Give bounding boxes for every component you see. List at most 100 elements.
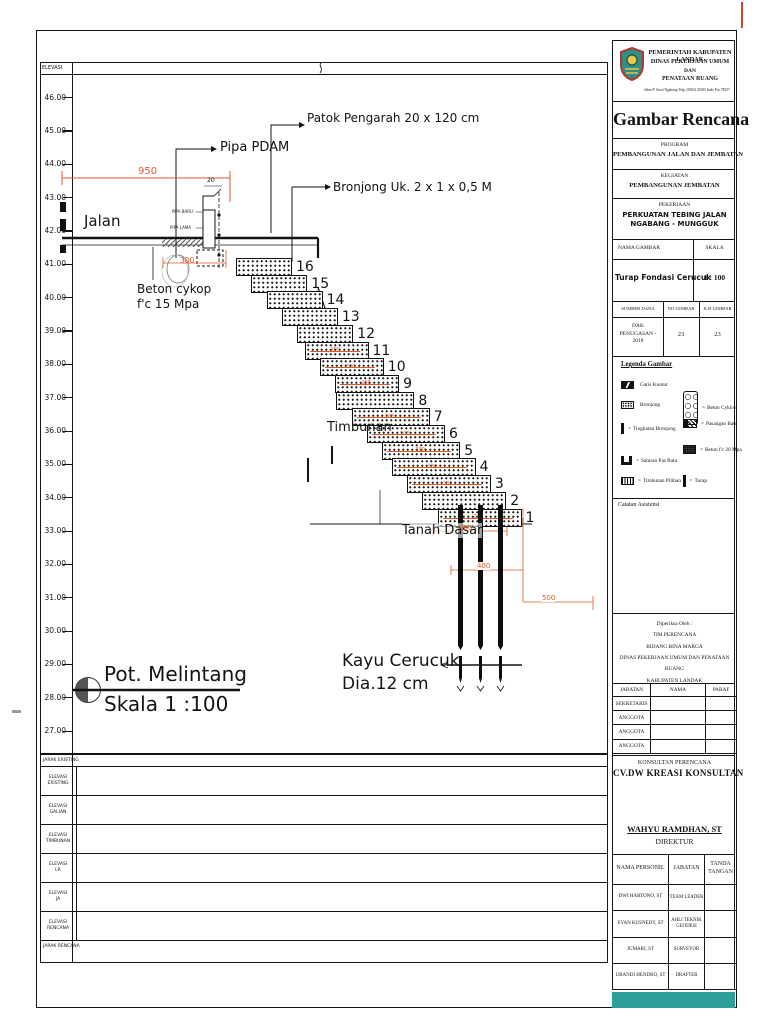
page-edge-mark bbox=[741, 2, 743, 28]
timbunan-label: Timbunan bbox=[327, 420, 392, 435]
elevation-value: 46.00 bbox=[44, 92, 66, 102]
jabatan-row: ANGGOTA bbox=[613, 711, 736, 726]
nama-cell bbox=[651, 697, 706, 711]
kegiatan-value: PEMBANGUNAN JEMBATAN bbox=[629, 182, 720, 189]
elevation-tick bbox=[63, 497, 72, 499]
personel-ttd-cell bbox=[705, 938, 736, 963]
elevation-tick bbox=[63, 397, 72, 399]
gabion-box bbox=[251, 274, 308, 293]
personel-table: NAMA PERSONIL JABATAN TANDA TANGAN DWI HART… bbox=[613, 854, 736, 991]
legend-label: Turap bbox=[694, 478, 707, 484]
personel-row: JUMARI, ST SURVEYOR bbox=[613, 937, 736, 964]
sumber-dana-label: SUMBER DANA bbox=[621, 306, 655, 311]
elevation-tick bbox=[63, 297, 72, 299]
paraf-cell bbox=[706, 711, 736, 724]
data-row-label: ELEVASI LR bbox=[40, 854, 77, 882]
legend-label: Garis Kontur bbox=[640, 382, 668, 388]
legend-item-pasangan: = Pasangan Batu bbox=[683, 419, 737, 428]
data-row: ELEVASI EXISTING bbox=[40, 767, 608, 796]
personel-ttd-cell bbox=[705, 885, 736, 910]
data-row-cell bbox=[77, 825, 608, 853]
elevation-axis-title: ELEVASI bbox=[42, 65, 63, 71]
legend-label: Timbunan Pilihan bbox=[643, 478, 681, 484]
nama-cell bbox=[651, 725, 706, 739]
gabion-number: 9 bbox=[403, 375, 413, 392]
elevation-value: 37.00 bbox=[44, 392, 66, 402]
personel-name-cell: URANDI HENDRO, ST bbox=[613, 963, 669, 990]
gabion-number: 14 bbox=[326, 292, 345, 309]
data-row: ELEVASI GALIAN bbox=[40, 796, 608, 825]
gabion-dim-line bbox=[324, 367, 375, 369]
dim-500: 500 bbox=[542, 594, 556, 602]
direktur-title: DIREKTUR bbox=[655, 837, 694, 846]
catatan-label: Catatan Asistensi bbox=[618, 502, 660, 508]
legend-title: Legenda Gambar bbox=[621, 361, 673, 368]
jabatan-cell: ANGGOTA bbox=[613, 725, 651, 739]
gabion-box bbox=[297, 324, 354, 343]
gabion-box bbox=[422, 491, 507, 510]
program-value: PEMBANGUNAN JALAN DAN JEMBATAN bbox=[613, 151, 743, 158]
gabion-dim-line bbox=[356, 417, 421, 419]
centerline-mark bbox=[319, 62, 322, 74]
elevation-axis-line bbox=[72, 62, 73, 963]
pekerjaan-label: PEKERJAAN bbox=[658, 202, 691, 208]
drawing-top-band bbox=[40, 62, 608, 75]
personel-ttd-cell bbox=[705, 964, 736, 989]
personel-name-cell: EVAN KUSNEDY, ST bbox=[613, 911, 669, 937]
sheet-border bbox=[36, 30, 737, 1008]
data-row: ELEVASI LR bbox=[40, 854, 608, 883]
gabion-number: 4 bbox=[479, 459, 489, 476]
elevation-value: 36.00 bbox=[44, 426, 66, 435]
bronjong-size-label: Bronjong Uk. 2 x 1 x 0,5 M bbox=[333, 180, 492, 194]
elevation-value: 41.00 bbox=[44, 259, 66, 269]
jabatan-header-cell: JABATAN bbox=[613, 683, 651, 696]
gabion-number: 7 bbox=[433, 409, 443, 426]
elevation-value: 27.00 bbox=[44, 726, 66, 736]
road-level-marker bbox=[60, 245, 66, 253]
no-lembar-label: NO LEMBAR bbox=[667, 306, 695, 311]
elevation-tick bbox=[63, 330, 72, 332]
diperiksa-line: DINAS PEKERJAAN UMUM DAN PENATAAN RUANG bbox=[619, 655, 730, 673]
nama-gambar-value: Turap Fondasi Cerucuk bbox=[615, 273, 712, 282]
skala-label: SKALA bbox=[705, 245, 724, 251]
elevation-tick bbox=[63, 530, 72, 532]
nama-cell bbox=[651, 711, 706, 725]
elevation-value: 29.00 bbox=[44, 659, 66, 669]
jabatan-header-cell: PARAF bbox=[712, 686, 730, 693]
elevation-value: 42.00 bbox=[44, 225, 66, 235]
elevation-value: 40.00 bbox=[44, 292, 66, 302]
elevation-tick bbox=[63, 663, 72, 666]
data-row-label: ELEVASI JA bbox=[40, 883, 77, 911]
gabion-box bbox=[336, 391, 415, 410]
diperiksa-line: BIDANG BINA MARGA bbox=[646, 643, 703, 650]
elevation-value: 45.00 bbox=[44, 125, 66, 135]
legend-label: Beton f'c 20 Mpa bbox=[705, 446, 742, 453]
data-row-cell bbox=[77, 767, 608, 795]
dim-950: 950 bbox=[136, 166, 160, 177]
gabion-number: 16 bbox=[296, 259, 314, 275]
tingkat-icon bbox=[621, 423, 624, 434]
elevation-value: 34.00 bbox=[44, 492, 66, 502]
legend-item-cyklop: = Beton Cyklop bbox=[683, 391, 737, 425]
timber-pile bbox=[498, 505, 503, 650]
personel-row: DWI HARTONO, ST TEAM LEADER bbox=[613, 885, 736, 912]
road-label: Jalan bbox=[84, 212, 121, 230]
data-row: ELEVASI JA bbox=[40, 883, 608, 912]
elevation-tick bbox=[63, 197, 72, 199]
gabion-number: 15 bbox=[311, 275, 330, 292]
elevation-value: 33.00 bbox=[44, 526, 66, 536]
diperiksa-line: TIM PERENCANA bbox=[652, 632, 697, 639]
legend-eq: = bbox=[636, 457, 639, 464]
pasangan-icon bbox=[683, 419, 697, 428]
legend-eq: = bbox=[628, 425, 631, 432]
elevation-tick bbox=[63, 97, 72, 99]
gabion-number: 8 bbox=[418, 392, 428, 409]
gabion-number: 6 bbox=[449, 426, 458, 442]
direktur-name: WAHYU RAMDHAN, ST bbox=[627, 824, 722, 834]
elevation-value: 32.00 bbox=[44, 559, 66, 569]
jlh-lembar-label: JLH LEMBAR bbox=[703, 306, 732, 311]
gabion-dim-text: 200 bbox=[400, 430, 410, 437]
agency-line2: DINAS PEKERJAAN UMUM bbox=[650, 59, 730, 65]
gabion-dim-text: 200 bbox=[442, 480, 453, 487]
